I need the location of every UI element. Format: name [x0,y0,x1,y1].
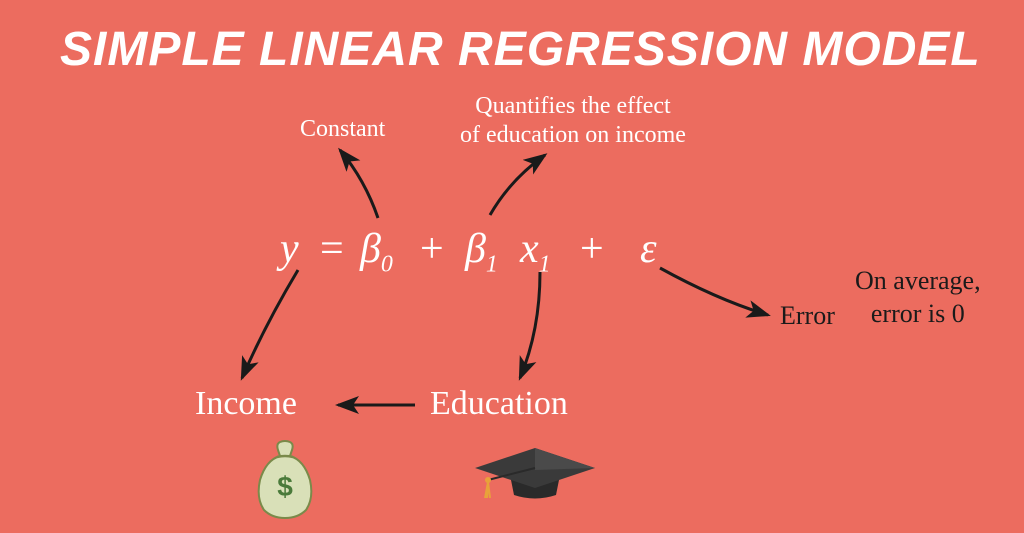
term-beta0: β0 [360,225,393,278]
money-bag-icon: $ [250,440,320,520]
annotation-effect: Quantifies the effect of education on in… [460,92,686,150]
arrow-b0-to-constant [340,150,378,218]
term-plus2: + [580,225,604,273]
term-plus1: + [420,225,444,273]
arrow-x1-to-education [520,272,540,378]
term-epsilon: ε [640,225,657,273]
label-education: Education [430,385,568,423]
annotation-error: Error [780,300,835,333]
term-beta1: β1 [465,225,498,278]
arrow-b1-to-effect [490,155,545,215]
page-title: SIMPLE LINEAR REGRESSION MODEL [60,22,981,77]
arrow-y-to-income [242,270,298,378]
graduation-cap-icon [470,440,600,510]
term-equals: = [320,225,344,273]
annotation-constant: Constant [300,115,385,144]
term-x1: x1 [520,225,551,278]
annotation-error-note: On average, error is 0 [855,265,981,330]
arrow-eps-to-error [660,268,768,315]
label-income: Income [195,385,297,423]
term-y: y [280,225,299,273]
svg-text:$: $ [277,471,293,502]
